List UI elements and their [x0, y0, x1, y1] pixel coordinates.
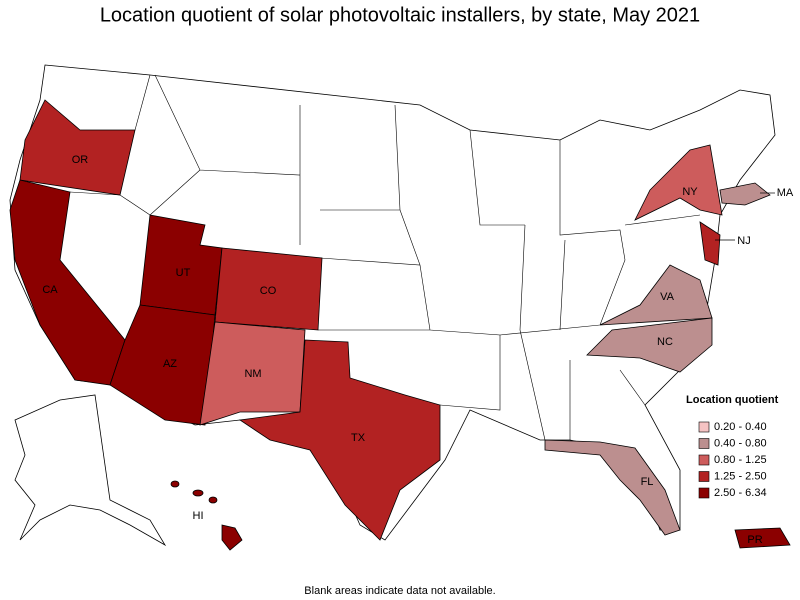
state-label: MA — [777, 187, 794, 199]
state-label: HI — [193, 510, 204, 522]
state — [599, 264, 713, 326]
state — [734, 527, 791, 549]
state-label: NC — [657, 336, 673, 348]
state-label: OR — [72, 154, 89, 166]
legend-label: 0.20 - 0.40 — [714, 421, 767, 433]
state — [170, 480, 243, 551]
state-label: UT — [176, 267, 191, 279]
state-borders — [69, 74, 701, 441]
state-label: CO — [260, 285, 277, 297]
state — [238, 339, 441, 541]
state-label: CA — [42, 284, 58, 296]
state — [199, 321, 306, 426]
legend-title: Location quotient — [686, 394, 779, 406]
state — [109, 304, 216, 426]
state-label: VA — [660, 291, 675, 303]
leader-lines — [715, 192, 775, 241]
state — [19, 99, 136, 196]
state — [699, 221, 721, 266]
state-label: FL — [641, 476, 654, 488]
legend-label: 1.25 - 2.50 — [714, 470, 767, 482]
title: Location quotient of solar photovoltaic … — [100, 4, 700, 26]
state — [544, 439, 681, 536]
state — [214, 247, 323, 331]
footnote: Blank areas indicate data not available. — [304, 585, 495, 597]
state-label: NM — [244, 368, 261, 380]
legend-swatch — [698, 471, 710, 482]
state-label: AZ — [163, 358, 177, 370]
state-label: NJ — [737, 235, 750, 247]
legend-swatch — [698, 454, 710, 466]
legend-swatch — [698, 438, 710, 449]
state — [9, 179, 126, 386]
legend-swatch — [698, 487, 710, 499]
legend-swatch — [698, 421, 710, 433]
state — [719, 182, 771, 206]
legend-label: 0.80 - 1.25 — [714, 454, 767, 466]
state-label: PR — [747, 534, 762, 546]
alaska — [14, 394, 167, 547]
legend-label: 0.40 - 0.80 — [714, 437, 767, 449]
legend: 0.20 - 0.40 0.40 - 0.80 0.80 - 1.25 1.25 - … — [698, 421, 767, 499]
state — [634, 144, 723, 221]
state — [586, 317, 713, 373]
state-label: NY — [682, 186, 698, 198]
legend-label: 2.50 - 6.34 — [714, 487, 767, 499]
state-label: TX — [351, 432, 366, 444]
